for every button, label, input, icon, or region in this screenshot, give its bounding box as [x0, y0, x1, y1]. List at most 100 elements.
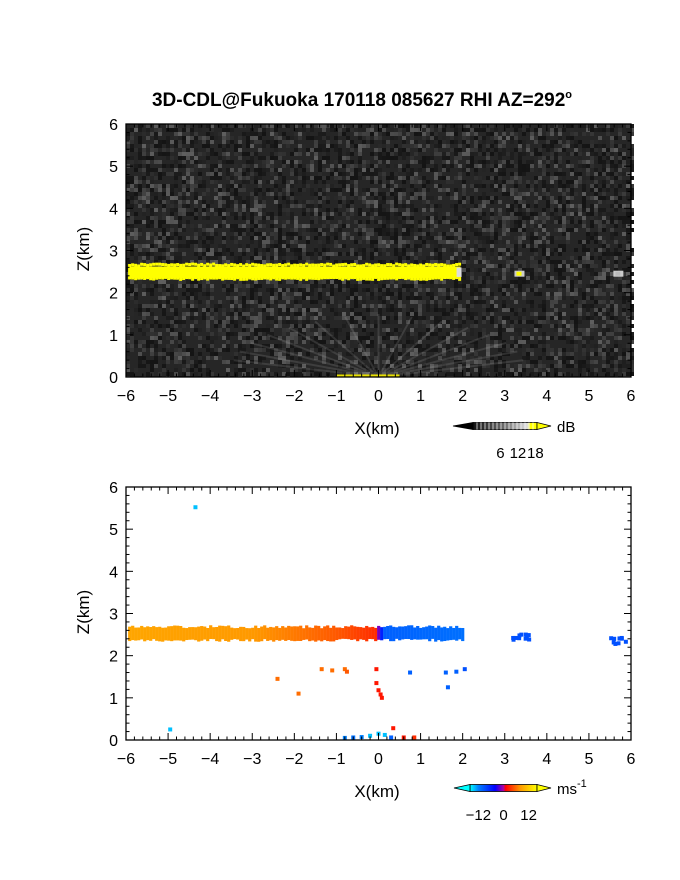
noise-cell — [558, 140, 562, 144]
noise-cell — [566, 180, 570, 184]
noise-cell — [398, 352, 402, 356]
noise-cell — [498, 344, 502, 348]
noise-cell — [562, 284, 566, 288]
noise-cell — [146, 256, 150, 260]
noise-cell — [550, 260, 554, 264]
noise-cell — [326, 232, 330, 236]
noise-cell — [446, 212, 450, 216]
noise-cell — [378, 160, 382, 164]
noise-cell — [194, 228, 198, 232]
noise-cell — [318, 340, 322, 344]
noise-cell — [518, 280, 522, 284]
noise-cell — [422, 184, 426, 188]
noise-cell — [374, 356, 378, 360]
noise-cell — [590, 256, 594, 260]
noise-cell — [142, 200, 146, 204]
noise-cell — [522, 356, 526, 360]
noise-cell — [142, 324, 146, 328]
noise-cell — [234, 164, 238, 168]
noise-cell — [246, 352, 250, 356]
noise-cell — [602, 188, 606, 192]
noise-cell — [558, 160, 562, 164]
noise-cell — [518, 236, 522, 240]
noise-cell — [410, 212, 414, 216]
noise-cell — [258, 200, 262, 204]
noise-cell — [486, 284, 490, 288]
noise-cell — [366, 332, 370, 336]
noise-cell — [258, 240, 262, 244]
noise-cell — [570, 316, 574, 320]
noise-cell — [286, 140, 290, 144]
noise-cell — [214, 172, 218, 176]
noise-cell — [154, 292, 158, 296]
noise-cell — [434, 332, 438, 336]
noise-cell — [326, 176, 330, 180]
noise-cell — [578, 152, 582, 156]
noise-cell — [338, 156, 342, 160]
noise-cell — [570, 192, 574, 196]
noise-cell — [554, 268, 558, 272]
noise-cell — [606, 168, 610, 172]
noise-cell — [178, 348, 182, 352]
noise-cell — [586, 196, 590, 200]
noise-cell — [554, 140, 558, 144]
noise-cell — [258, 308, 262, 312]
noise-cell — [430, 228, 434, 232]
noise-cell — [562, 324, 566, 328]
noise-cell — [322, 256, 326, 260]
noise-cell — [206, 324, 210, 328]
noise-cell — [138, 356, 142, 360]
noise-cell — [138, 280, 142, 284]
noise-cell — [442, 124, 446, 128]
noise-cell — [198, 152, 202, 156]
noise-cell — [274, 356, 278, 360]
noise-cell — [178, 312, 182, 316]
noise-cell — [126, 236, 130, 240]
noise-cell — [250, 212, 254, 216]
noise-cell — [362, 136, 366, 140]
noise-cell — [430, 284, 434, 288]
noise-cell — [526, 248, 530, 252]
noise-cell — [274, 352, 278, 356]
noise-cell — [366, 252, 370, 256]
noise-cell — [578, 280, 582, 284]
noise-cell — [382, 348, 386, 352]
noise-cell — [278, 324, 282, 328]
noise-cell — [558, 204, 562, 208]
noise-cell — [154, 300, 158, 304]
noise-cell — [198, 184, 202, 188]
noise-cell — [598, 300, 602, 304]
noise-cell — [398, 168, 402, 172]
noise-cell — [354, 188, 358, 192]
noise-cell — [366, 236, 370, 240]
noise-cell — [466, 260, 470, 264]
noise-cell — [186, 332, 190, 336]
noise-cell — [374, 148, 378, 152]
noise-cell — [398, 328, 402, 332]
noise-cell — [598, 128, 602, 132]
noise-cell — [250, 240, 254, 244]
noise-cell — [354, 252, 358, 256]
noise-cell — [522, 128, 526, 132]
noise-cell — [150, 336, 154, 340]
noise-cell — [130, 216, 134, 220]
noise-cell — [246, 300, 250, 304]
noise-cell — [150, 220, 154, 224]
noise-cell — [226, 192, 230, 196]
noise-cell — [134, 148, 138, 152]
noise-cell — [594, 172, 598, 176]
noise-cell — [374, 168, 378, 172]
noise-cell — [242, 304, 246, 308]
noise-cell — [582, 224, 586, 228]
noise-cell — [558, 352, 562, 356]
noise-cell — [314, 136, 318, 140]
noise-cell — [226, 156, 230, 160]
noise-cell — [374, 192, 378, 196]
noise-cell — [386, 308, 390, 312]
noise-cell — [610, 272, 614, 276]
noise-cell — [278, 236, 282, 240]
noise-cell — [214, 188, 218, 192]
noise-cell — [286, 204, 290, 208]
noise-cell — [202, 260, 206, 264]
noise-cell — [414, 328, 418, 332]
